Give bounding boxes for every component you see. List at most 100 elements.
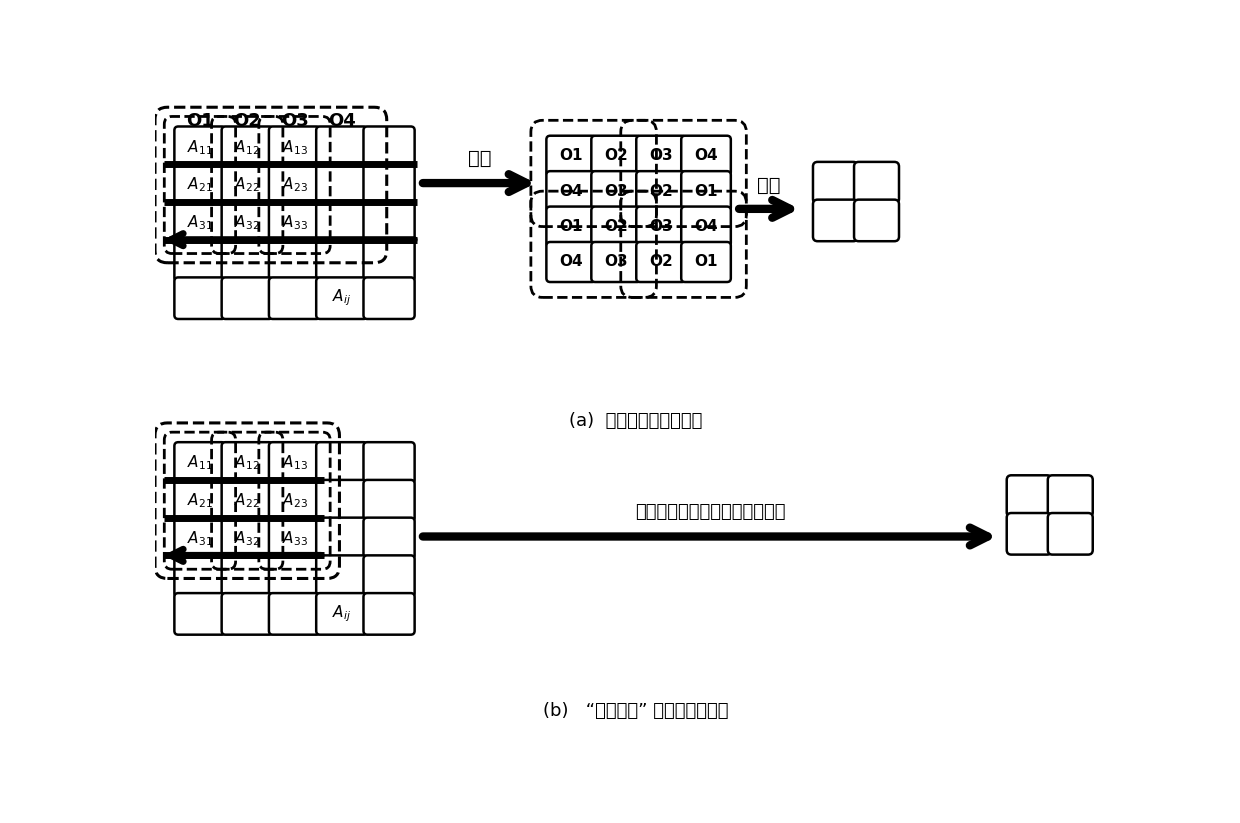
Text: O1: O1: [186, 112, 213, 130]
Text: 池化: 池化: [758, 176, 781, 195]
Text: $A_{22}$: $A_{22}$: [234, 491, 260, 510]
FancyBboxPatch shape: [363, 277, 414, 319]
FancyBboxPatch shape: [175, 518, 226, 559]
FancyBboxPatch shape: [222, 556, 273, 597]
Text: $A_{22}$: $A_{22}$: [234, 175, 260, 194]
Text: $A_{32}$: $A_{32}$: [234, 213, 260, 232]
Text: O2: O2: [650, 184, 673, 198]
FancyBboxPatch shape: [269, 480, 320, 522]
FancyBboxPatch shape: [269, 442, 320, 484]
FancyBboxPatch shape: [175, 202, 226, 244]
FancyBboxPatch shape: [175, 239, 226, 281]
FancyBboxPatch shape: [854, 162, 899, 203]
Text: $A_{21}$: $A_{21}$: [187, 491, 213, 510]
FancyBboxPatch shape: [175, 277, 226, 319]
FancyBboxPatch shape: [547, 136, 596, 176]
FancyBboxPatch shape: [636, 171, 686, 212]
FancyBboxPatch shape: [813, 162, 858, 203]
Text: O1: O1: [559, 148, 583, 163]
FancyBboxPatch shape: [222, 518, 273, 559]
FancyBboxPatch shape: [591, 171, 641, 212]
FancyBboxPatch shape: [363, 556, 414, 597]
Text: (a)  传统卷积核移动方式: (a) 传统卷积核移动方式: [569, 412, 702, 430]
FancyBboxPatch shape: [316, 556, 367, 597]
FancyBboxPatch shape: [316, 127, 367, 168]
FancyBboxPatch shape: [681, 207, 730, 247]
FancyBboxPatch shape: [316, 277, 367, 319]
FancyBboxPatch shape: [363, 239, 414, 281]
FancyBboxPatch shape: [269, 165, 320, 206]
Text: 卷积: 卷积: [467, 149, 491, 168]
FancyBboxPatch shape: [269, 239, 320, 281]
Text: O4: O4: [559, 254, 583, 269]
Text: $A_{31}$: $A_{31}$: [187, 213, 213, 232]
FancyBboxPatch shape: [591, 207, 641, 247]
FancyBboxPatch shape: [222, 480, 273, 522]
Text: $A_{11}$: $A_{11}$: [187, 453, 213, 472]
FancyBboxPatch shape: [316, 239, 367, 281]
FancyBboxPatch shape: [1007, 476, 1052, 517]
FancyBboxPatch shape: [269, 518, 320, 559]
FancyBboxPatch shape: [175, 127, 226, 168]
Text: O4: O4: [327, 112, 356, 130]
Text: O3: O3: [650, 219, 673, 234]
Text: $A_{13}$: $A_{13}$: [281, 453, 308, 472]
Text: O3: O3: [650, 148, 673, 163]
Text: O4: O4: [694, 148, 718, 163]
Text: 卷积池化一体，不保留中间数据: 卷积池化一体，不保留中间数据: [635, 503, 785, 521]
Text: O1: O1: [559, 219, 583, 234]
Text: $A_{23}$: $A_{23}$: [281, 491, 308, 510]
FancyBboxPatch shape: [222, 593, 273, 635]
Text: O3: O3: [604, 254, 627, 269]
FancyBboxPatch shape: [222, 202, 273, 244]
FancyBboxPatch shape: [269, 127, 320, 168]
FancyBboxPatch shape: [316, 593, 367, 635]
Text: O4: O4: [694, 219, 718, 234]
FancyBboxPatch shape: [222, 127, 273, 168]
FancyBboxPatch shape: [269, 593, 320, 635]
FancyBboxPatch shape: [813, 200, 858, 241]
FancyBboxPatch shape: [316, 165, 367, 206]
Text: $A_{ij}$: $A_{ij}$: [332, 603, 351, 624]
FancyBboxPatch shape: [363, 480, 414, 522]
Text: O3: O3: [604, 184, 627, 198]
Text: O3: O3: [280, 112, 309, 130]
Text: $A_{23}$: $A_{23}$: [281, 175, 308, 194]
FancyBboxPatch shape: [636, 207, 686, 247]
Text: $A_{33}$: $A_{33}$: [281, 529, 308, 548]
Text: (b)   “卷池一体” 卷积核移动方式: (b) “卷池一体” 卷积核移动方式: [543, 702, 728, 720]
FancyBboxPatch shape: [222, 277, 273, 319]
FancyBboxPatch shape: [547, 207, 596, 247]
Text: $A_{ij}$: $A_{ij}$: [332, 288, 351, 309]
FancyBboxPatch shape: [316, 480, 367, 522]
Text: $A_{12}$: $A_{12}$: [234, 138, 260, 156]
Text: $A_{21}$: $A_{21}$: [187, 175, 213, 194]
Text: O4: O4: [559, 184, 583, 198]
Text: $A_{12}$: $A_{12}$: [234, 453, 260, 472]
FancyBboxPatch shape: [1048, 513, 1092, 555]
FancyBboxPatch shape: [316, 518, 367, 559]
FancyBboxPatch shape: [1048, 476, 1092, 517]
Text: $A_{33}$: $A_{33}$: [281, 213, 308, 232]
FancyBboxPatch shape: [681, 242, 730, 282]
Text: O2: O2: [233, 112, 262, 130]
Text: $A_{13}$: $A_{13}$: [281, 138, 308, 156]
Text: O2: O2: [604, 148, 627, 163]
FancyBboxPatch shape: [175, 556, 226, 597]
Text: O2: O2: [604, 219, 627, 234]
FancyBboxPatch shape: [854, 200, 899, 241]
FancyBboxPatch shape: [636, 136, 686, 176]
FancyBboxPatch shape: [363, 127, 414, 168]
FancyBboxPatch shape: [316, 202, 367, 244]
FancyBboxPatch shape: [175, 593, 226, 635]
FancyBboxPatch shape: [591, 136, 641, 176]
FancyBboxPatch shape: [591, 242, 641, 282]
FancyBboxPatch shape: [363, 593, 414, 635]
FancyBboxPatch shape: [222, 165, 273, 206]
Text: $A_{32}$: $A_{32}$: [234, 529, 260, 548]
FancyBboxPatch shape: [1007, 513, 1052, 555]
FancyBboxPatch shape: [175, 480, 226, 522]
Text: O2: O2: [650, 254, 673, 269]
FancyBboxPatch shape: [681, 136, 730, 176]
FancyBboxPatch shape: [363, 442, 414, 484]
